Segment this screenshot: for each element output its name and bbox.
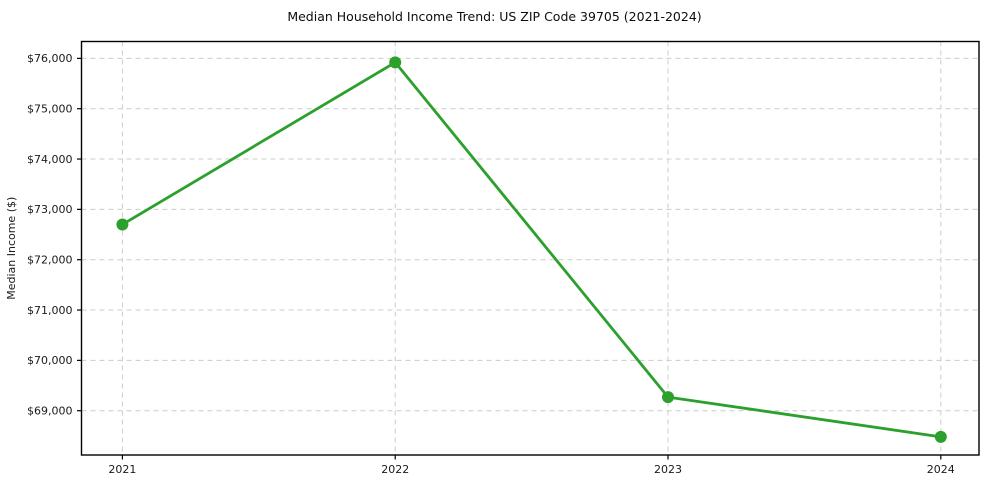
data-point-2021 [116, 218, 129, 231]
x-tick-label: 2021 [108, 463, 136, 476]
data-point-2022 [389, 56, 402, 69]
y-tick-label: $73,000 [27, 203, 73, 216]
y-tick-label: $71,000 [27, 304, 73, 317]
x-tick-label: 2024 [927, 463, 955, 476]
y-tick-label: $74,000 [27, 153, 73, 166]
plot-border [80, 40, 980, 456]
x-tick-label: 2022 [381, 463, 409, 476]
x-tick-label: 2023 [654, 463, 682, 476]
data-point-2023 [662, 391, 675, 404]
y-tick-label: $75,000 [27, 102, 73, 115]
trend-line [121, 60, 943, 439]
y-tick-label: $76,000 [27, 52, 73, 65]
y-tick-label: $72,000 [27, 254, 73, 267]
y-tick-label: $70,000 [27, 354, 73, 367]
chart-title: Median Household Income Trend: US ZIP Co… [287, 9, 702, 24]
data-point-2024 [934, 430, 947, 443]
y-axis-label: Median Income ($) [5, 197, 18, 300]
y-tick-label: $69,000 [27, 405, 73, 418]
